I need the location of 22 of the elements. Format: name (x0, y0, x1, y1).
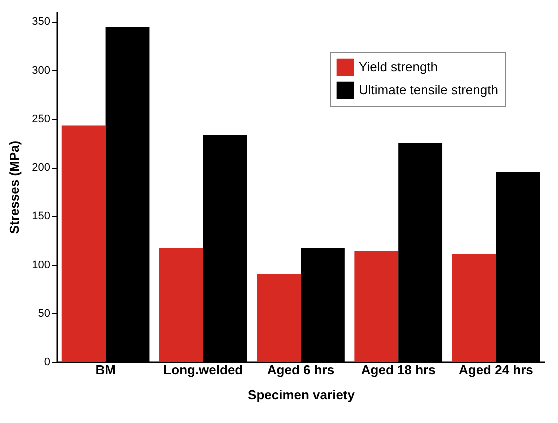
x-tick-label: Aged 6 hrs (267, 362, 335, 378)
y-tick-label: 50 (38, 308, 50, 320)
y-tick-label: 300 (32, 64, 50, 77)
bar (452, 254, 496, 362)
y-tick-label: 200 (32, 162, 50, 174)
y-tick-label: 350 (32, 16, 50, 28)
x-tick-label: BM (96, 362, 116, 378)
y-tick-label: 0 (44, 356, 50, 368)
y-axis-title: Stresses (MPa) (7, 140, 22, 234)
y-tick-label: 100 (32, 259, 50, 272)
bar (62, 126, 106, 362)
bar (257, 274, 301, 362)
x-axis-title: Specimen variety (248, 388, 356, 402)
x-tick-label: Long.welded (164, 362, 244, 378)
y-tick-label: 150 (32, 210, 50, 223)
y-tick-label: 250 (32, 113, 50, 126)
x-tick-label: Aged 18 hrs (361, 362, 436, 378)
legend-label: Yield strength (359, 60, 438, 74)
legend-label: Ultimate tensile strength (359, 82, 498, 98)
bar (159, 248, 204, 362)
bar (354, 251, 399, 362)
x-tick-label: Aged 24 hrs (458, 362, 534, 378)
